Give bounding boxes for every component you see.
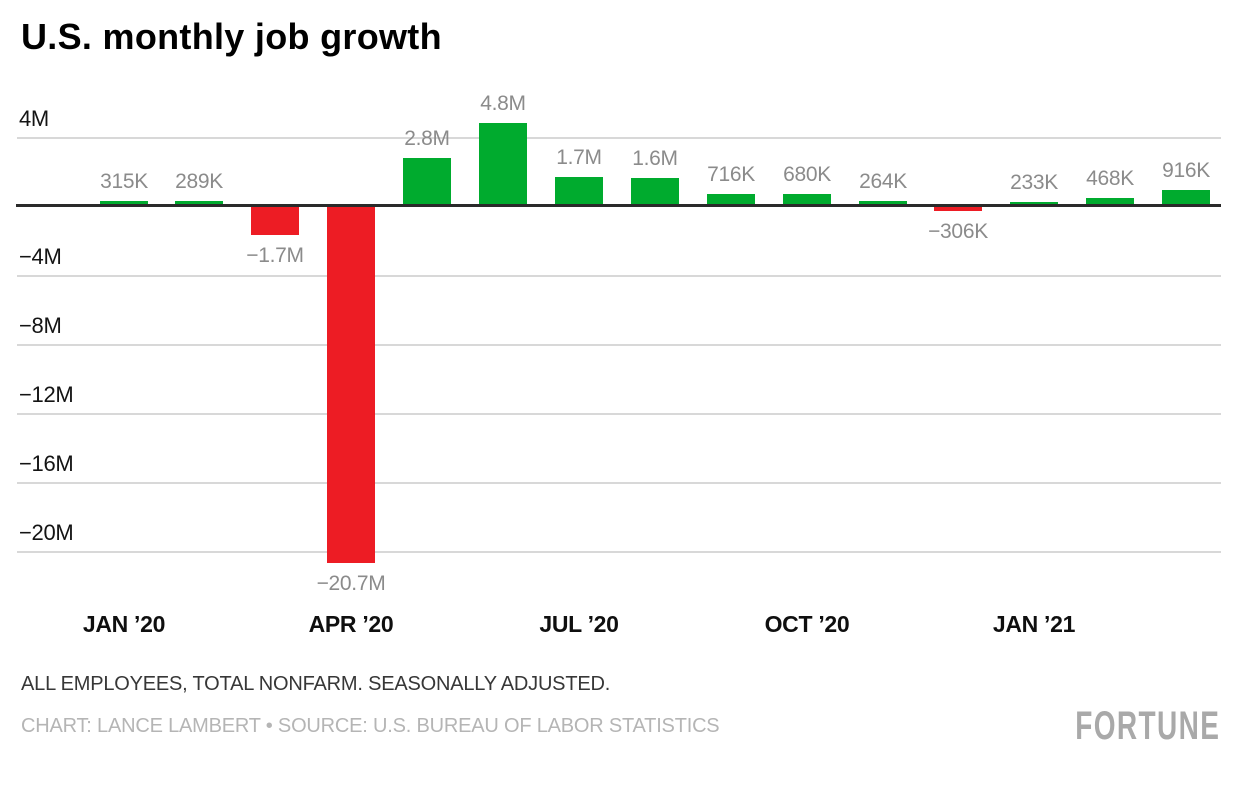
bar (175, 201, 223, 206)
x-tick-label: JAN ’20 (82, 611, 166, 637)
bar-value-label: −1.7M (246, 244, 304, 267)
bar-value-label: 916K (1162, 159, 1210, 182)
bar-value-label: 233K (1010, 171, 1058, 194)
bar-value-label: 315K (100, 170, 148, 193)
bar-value-label: 1.7M (556, 146, 602, 169)
gridline (17, 344, 1221, 346)
chart-title: U.S. monthly job growth (21, 16, 442, 57)
bar-value-label: 680K (783, 163, 831, 186)
chart-credit: CHART: LANCE LAMBERT • SOURCE: U.S. BURE… (21, 715, 720, 737)
bar-value-label: 2.8M (404, 127, 450, 150)
bar (251, 206, 299, 235)
bar (403, 158, 451, 206)
bar (555, 177, 603, 206)
y-tick-label: −4M (19, 244, 62, 269)
x-tick-label: OCT ’20 (764, 611, 850, 637)
bar (1162, 190, 1210, 206)
y-tick-label: −8M (19, 313, 62, 338)
bar (631, 178, 679, 206)
bar (100, 201, 148, 206)
bar (934, 206, 982, 211)
bar-value-label: 289K (175, 170, 223, 193)
gridline (17, 413, 1221, 415)
y-tick-label: −20M (19, 520, 74, 545)
bar (327, 206, 375, 563)
bar (859, 201, 907, 206)
gridline (17, 482, 1221, 484)
bar-value-label: 1.6M (632, 147, 678, 170)
chart-footnote: ALL EMPLOYEES, TOTAL NONFARM. SEASONALLY… (21, 673, 611, 695)
zero-axis-line (16, 204, 1221, 207)
bar (1086, 198, 1134, 206)
bar (707, 194, 755, 206)
bar (479, 123, 527, 206)
y-tick-label: 4M (19, 106, 49, 131)
bar-value-label: −306K (928, 220, 988, 243)
x-tick-label: JUL ’20 (539, 611, 619, 637)
x-tick-label: APR ’20 (308, 611, 394, 637)
bar-value-label: 264K (859, 170, 907, 193)
bar (783, 194, 831, 206)
bar-value-label: 468K (1086, 167, 1134, 190)
bar-value-label: 716K (707, 163, 755, 186)
y-tick-label: −12M (19, 382, 74, 407)
y-tick-label: −16M (19, 451, 74, 476)
gridline (17, 275, 1221, 277)
gridline (17, 551, 1221, 553)
bar-value-label: 4.8M (480, 92, 526, 115)
x-tick-label: JAN ’21 (992, 611, 1076, 637)
gridline (17, 137, 1221, 139)
plot-area: 4M −4M −8M −12M −16M −20M 315K 289K −1.7M −20.7M 2… (16, 92, 1221, 637)
bar-value-label: −20.7M (316, 572, 386, 595)
fortune-logo: FORTUNE (1074, 704, 1220, 748)
